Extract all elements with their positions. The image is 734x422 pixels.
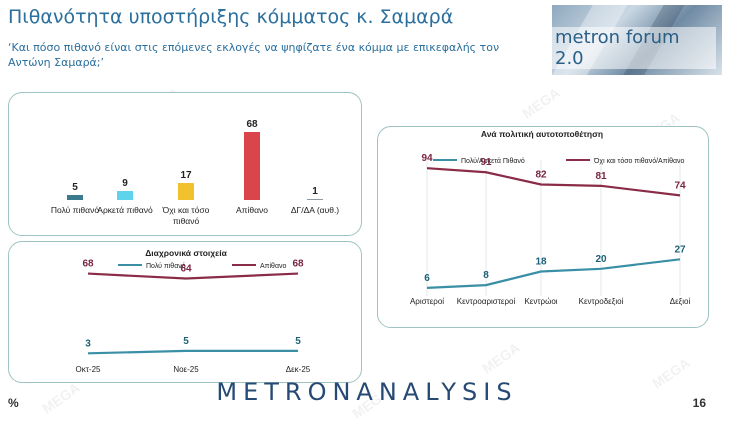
point-value-label: 27 (674, 244, 686, 255)
chart-title: Διαχρονικά στοιχεία (145, 248, 227, 258)
bar-1 (117, 191, 133, 200)
bar-value-label: 1 (312, 186, 318, 197)
point-value-label: 5 (183, 336, 189, 347)
bar-2 (178, 183, 194, 200)
bar-value-label: 17 (180, 170, 192, 181)
point-value-label: 6 (424, 273, 430, 284)
point-value-label: 5 (295, 336, 301, 347)
page-title: Πιθανότητα υποστήριξης κόμματος κ. Σαμαρ… (8, 6, 454, 28)
category-label: Αρκετά πιθανό (97, 205, 153, 215)
point-value-label: 91 (480, 157, 492, 168)
page-number: 16 (692, 396, 706, 410)
point-value-label: 20 (595, 254, 607, 265)
legend-label: Όχι και τόσο πιθανό/Απίθανο (593, 157, 685, 165)
point-value-label: 68 (292, 259, 304, 270)
category-label: πιθανό (173, 216, 200, 226)
legend-label: Απίθανο (260, 262, 286, 270)
x-tick-label: Δεκ-25 (286, 365, 311, 374)
point-value-label: 94 (421, 153, 433, 164)
point-value-label: 82 (535, 169, 547, 180)
point-value-label: 64 (180, 263, 192, 274)
point-value-label: 74 (674, 180, 686, 191)
point-value-label: 68 (82, 259, 94, 270)
legend-label: Πολύ/Αρκετά Πιθανό (461, 157, 525, 165)
point-value-label: 18 (535, 257, 547, 268)
category-label: Απίθανο (236, 205, 268, 215)
bar-value-label: 5 (72, 182, 78, 193)
bar-4 (307, 199, 323, 200)
x-tick-label: Δεξιοί (670, 297, 691, 306)
category-label: Όχι και τόσο (162, 205, 210, 215)
metron-analysis-brand: METRONANALYSIS (216, 378, 518, 406)
bar-chart-panel (8, 92, 362, 236)
logo-text: metron forum 2.0 (552, 27, 716, 69)
point-value-label: 8 (483, 270, 489, 281)
metron-forum-logo: metron forum 2.0 (552, 5, 722, 75)
series-line-1 (426, 167, 681, 197)
percent-sign: % (8, 396, 19, 410)
x-tick-label: Κεντροδεξιοί (579, 297, 624, 306)
point-value-label: 3 (85, 338, 91, 349)
category-label: Πολύ πιθανό (51, 205, 99, 215)
x-tick-label: Αριστεροί (410, 297, 444, 306)
legend-label: Πολύ πιθανό (146, 262, 186, 270)
question-subtitle: ‘Και πόσο πιθανό είναι στις επόμενες εκλ… (8, 41, 500, 69)
ideology-chart-panel (377, 126, 709, 328)
x-tick-label: Οκτ-25 (76, 365, 101, 374)
point-value-label: 81 (595, 171, 607, 182)
series-line-1 (87, 272, 299, 280)
bar-value-label: 9 (122, 178, 128, 189)
bar-3 (244, 132, 260, 200)
bar-0 (67, 195, 83, 200)
x-tick-label: Κεντροαριστεροί (457, 297, 516, 306)
category-label: ΔΓ/ΔΑ (αυθ.) (291, 205, 339, 215)
header: Πιθανότητα υποστήριξης κόμματος κ. Σαμαρ… (0, 0, 734, 82)
x-tick-label: Νοε-25 (173, 365, 199, 374)
trend-chart-panel (8, 241, 362, 383)
chart-title: Ανά πολιτική αυτοτοποθέτηση (481, 129, 603, 139)
bar-value-label: 68 (246, 119, 258, 130)
series-line-0 (87, 349, 298, 355)
series-line-0 (426, 258, 681, 289)
x-tick-label: Κεντρώοι (524, 297, 557, 306)
